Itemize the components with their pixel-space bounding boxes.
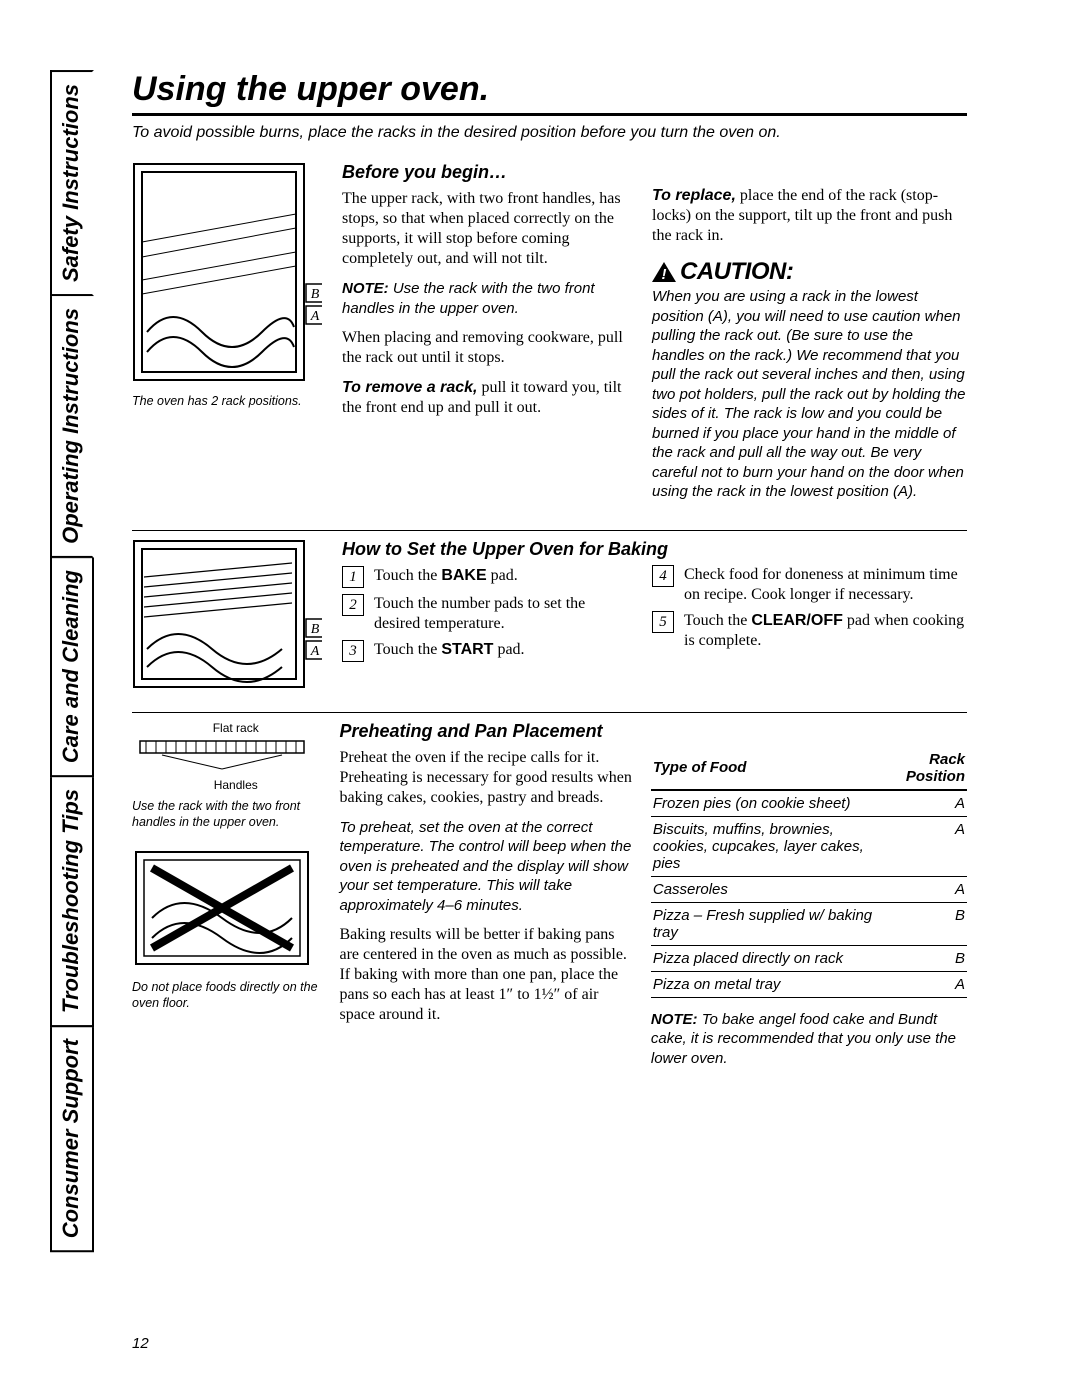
table-header-food: Type of Food xyxy=(651,747,886,790)
step-4: 4 Check food for doneness at minimum tim… xyxy=(652,565,967,605)
table-row: Pizza – Fresh supplied w/ baking trayB xyxy=(651,902,967,945)
rack-position-table: Type of Food Rack Position Frozen pies (… xyxy=(651,747,967,998)
tab-operating: Operating Instructions xyxy=(50,294,94,558)
tab-care-cleaning: Care and Cleaning xyxy=(50,556,94,777)
table-cell-pos: B xyxy=(886,945,967,971)
step-2: 2 Touch the number pads to set the desir… xyxy=(342,594,632,634)
step-number: 5 xyxy=(652,611,674,633)
section-before-you-begin: B A The oven has 2 rack positions. Befor… xyxy=(132,162,967,512)
caution-block: ! CAUTION: When you are using a rack in … xyxy=(652,256,967,502)
warning-icon: ! xyxy=(652,262,676,282)
table-cell-pos: A xyxy=(886,790,967,817)
step-number: 3 xyxy=(342,640,364,662)
svg-text:A: A xyxy=(310,309,320,324)
table-row: Pizza placed directly on rackB xyxy=(651,945,967,971)
step-text-pre: Touch the xyxy=(684,612,751,629)
preheat-p3: Baking results will be better if baking … xyxy=(339,925,635,1025)
table-cell-food: Pizza placed directly on rack xyxy=(651,945,886,971)
before-p1: The upper rack, with two front handles, … xyxy=(342,189,632,269)
step-5: 5 Touch the CLEAR/OFF pad when cooking i… xyxy=(652,611,967,651)
side-tab-strip: Consumer Support Troubleshooting Tips Ca… xyxy=(50,70,94,1250)
section-how-to-set: B A How to Set the Upper Oven for Baking… xyxy=(132,539,967,694)
step-number: 1 xyxy=(342,566,364,588)
step-text-pre: Touch the xyxy=(374,567,441,584)
tab-consumer-support: Consumer Support xyxy=(50,1025,94,1252)
table-cell-pos: B xyxy=(886,902,967,945)
step-text-post: pad. xyxy=(487,567,518,584)
flatrack-bottom-label: Handles xyxy=(132,778,339,792)
tab-safety: Safety Instructions xyxy=(50,70,94,296)
oven-diagram-1: B A xyxy=(132,162,322,382)
svg-text:!: ! xyxy=(662,266,667,282)
step-text-bold: CLEAR/OFF xyxy=(751,612,843,629)
table-row: Biscuits, muffins, brownies, cookies, cu… xyxy=(651,816,967,876)
flat-rack-diagram xyxy=(132,735,312,773)
oven-floor-diagram xyxy=(132,848,312,968)
table-cell-food: Casseroles xyxy=(651,876,886,902)
step-1: 1 Touch the BAKE pad. xyxy=(342,566,632,588)
table-cell-food: Frozen pies (on cookie sheet) xyxy=(651,790,886,817)
step-text: Touch the number pads to set the desired… xyxy=(374,594,632,634)
step-number: 2 xyxy=(342,594,364,616)
svg-text:B: B xyxy=(311,622,320,637)
table-cell-food: Biscuits, muffins, brownies, cookies, cu… xyxy=(651,816,886,876)
table-header-position: Rack Position xyxy=(886,747,967,790)
table-cell-food: Pizza on metal tray xyxy=(651,971,886,997)
divider-1 xyxy=(132,530,967,531)
preheat-p1: Preheat the oven if the recipe calls for… xyxy=(339,748,635,808)
flatrack-caption: Use the rack with the two front handles … xyxy=(132,798,339,831)
step-text-bold: BAKE xyxy=(441,567,486,584)
page-title: Using the upper oven. xyxy=(132,70,967,116)
step-text-post: pad. xyxy=(493,641,524,658)
preheat-heading: Preheating and Pan Placement xyxy=(339,721,635,742)
table-row: Frozen pies (on cookie sheet)A xyxy=(651,790,967,817)
divider-2 xyxy=(132,712,967,713)
table-cell-food: Pizza – Fresh supplied w/ baking tray xyxy=(651,902,886,945)
page-number: 12 xyxy=(132,1335,149,1352)
before-replace: To replace, place the end of the rack (s… xyxy=(652,186,967,246)
flatrack-top-label: Flat rack xyxy=(132,721,339,735)
ovenfloor-caption: Do not place foods directly on the oven … xyxy=(132,979,339,1012)
preheat-note2-label: NOTE: xyxy=(651,1011,698,1028)
page-intro: To avoid possible burns, place the racks… xyxy=(132,124,967,142)
section-preheating: Flat rack Handles Use the rack with the … xyxy=(132,721,967,1079)
table-row: CasserolesA xyxy=(651,876,967,902)
table-cell-pos: A xyxy=(886,971,967,997)
preheat-note2: NOTE: To bake angel food cake and Bundt … xyxy=(651,1010,967,1069)
step-text-pre: Touch the xyxy=(374,641,441,658)
table-cell-pos: A xyxy=(886,876,967,902)
before-note-label: NOTE: xyxy=(342,280,389,297)
before-note: NOTE: Use the rack with the two front ha… xyxy=(342,279,632,318)
oven-diagram-2: B A xyxy=(132,539,322,689)
step-number: 4 xyxy=(652,565,674,587)
remove-bold: To remove a rack, xyxy=(342,379,477,396)
preheat-note2-text: To bake angel food cake and Bundt cake, … xyxy=(651,1011,956,1067)
diagram1-caption: The oven has 2 rack positions. xyxy=(132,393,342,409)
tab-troubleshooting: Troubleshooting Tips xyxy=(50,775,94,1027)
page-content: Using the upper oven. To avoid possible … xyxy=(132,70,967,1078)
before-remove: To remove a rack, pull it toward you, ti… xyxy=(342,378,632,418)
step-text-bold: START xyxy=(441,641,493,658)
caution-word: CAUTION: xyxy=(680,256,793,287)
caution-text: When you are using a rack in the lowest … xyxy=(652,288,966,500)
svg-text:B: B xyxy=(311,287,320,302)
step-3: 3 Touch the START pad. xyxy=(342,640,632,662)
step-text: Check food for doneness at minimum time … xyxy=(684,565,967,605)
preheat-p2: To preheat, set the oven at the correct … xyxy=(339,818,635,916)
before-heading: Before you begin… xyxy=(342,162,632,183)
replace-bold: To replace, xyxy=(652,187,736,204)
table-cell-pos: A xyxy=(886,816,967,876)
table-row: Pizza on metal trayA xyxy=(651,971,967,997)
before-p2: When placing and removing cookware, pull… xyxy=(342,328,632,368)
svg-text:A: A xyxy=(310,644,320,659)
